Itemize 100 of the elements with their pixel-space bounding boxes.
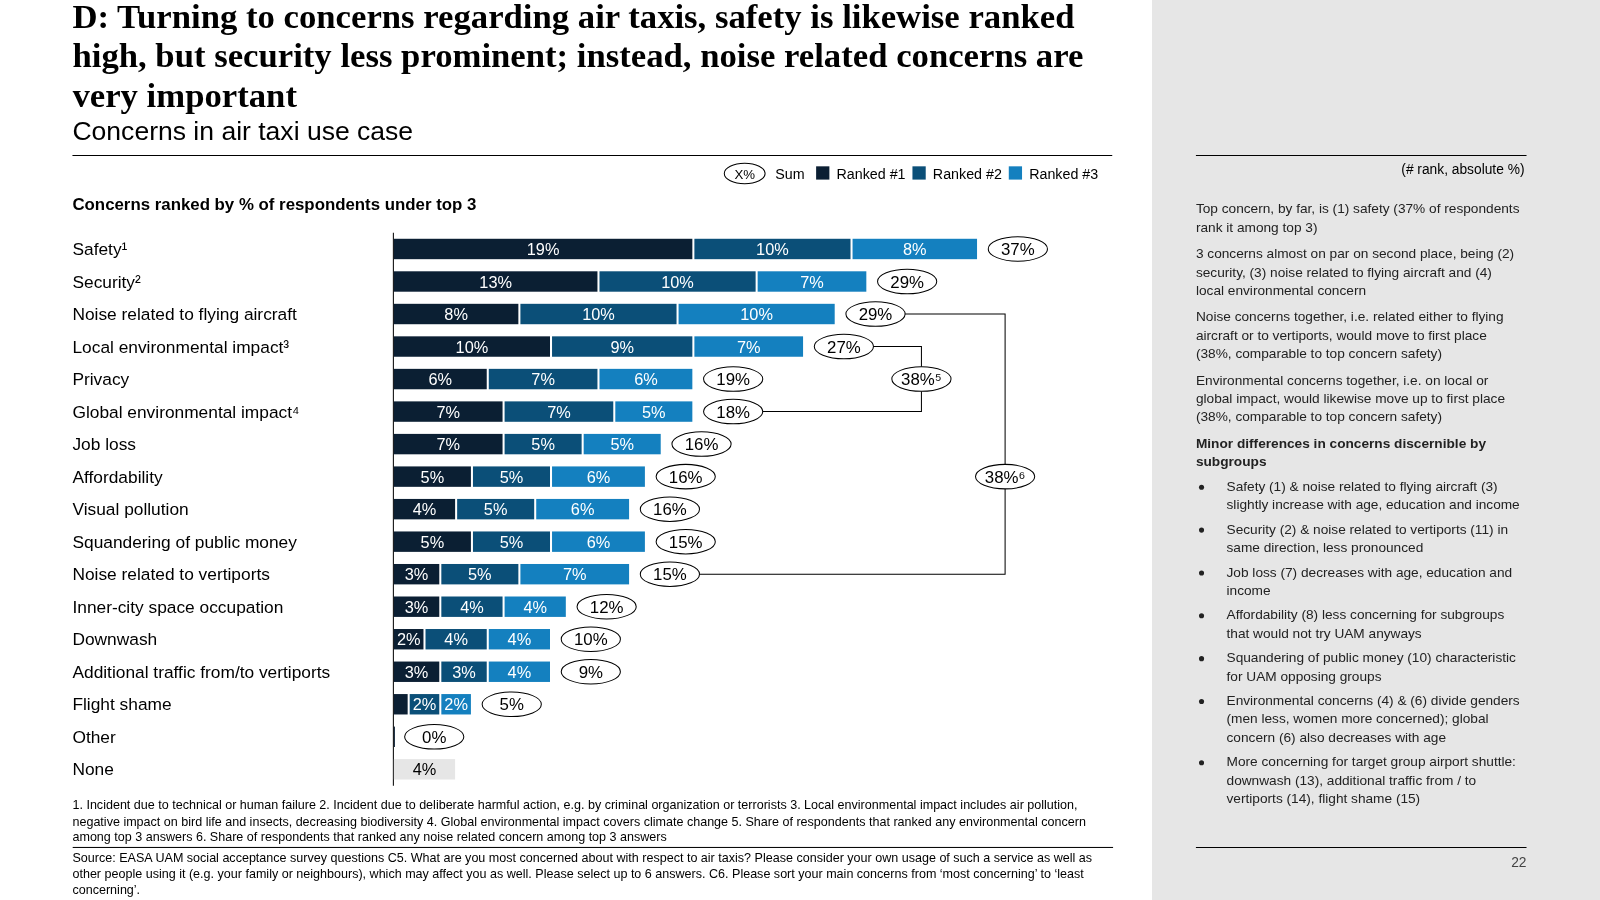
data-label: 2% [444,695,468,714]
data-label: 6% [570,500,595,519]
text: Safety (1) & noise related to flying aircraft (3) slightly increase with age, education and income [1226,477,1521,515]
data-label: 3% [404,597,429,616]
data-label: 2% [412,695,437,714]
data-label: 7% [562,565,587,584]
y-tick-label: Visual pollution [72,499,189,520]
bar [393,433,503,455]
bar [472,531,550,552]
data-label: 10% [756,240,789,259]
total-label: 18% [716,402,751,422]
text: More concerning for target group airport shuttle: downwash (13), additional traffic from / to vertiports (14), flight shame (15) [1226,753,1517,809]
data-label: 6% [428,370,453,389]
data-label: 5% [499,532,524,551]
chart-subtitle: Concerns in air taxi use case [72,115,415,146]
text: Environmental concerns (4) & (6) divide genders (men less, women more concerned); global concern (6) also decreases with age [1226,691,1521,747]
data-label: 3% [404,565,429,584]
text: (# rank, absolute %) [1401,162,1525,178]
bar [393,303,519,325]
data-label: 7% [436,402,460,421]
total-label: 15% [653,565,687,585]
legend-label: Ranked #3 [1029,165,1099,182]
bar [520,303,677,325]
total-label: 10% [573,630,608,650]
total-label: 29% [890,272,925,292]
data-label: 2% [396,630,421,649]
bar [852,238,978,260]
total-label: 37% [1001,240,1035,260]
data-label: 5% [468,565,492,584]
y-tick-label: Privacy [72,369,130,390]
total-label: 27% [827,337,861,357]
total-label: 15% [668,532,703,552]
data-label: 10% [455,337,489,356]
annotation: 38%⁵ [901,370,942,390]
text: X% [734,166,756,182]
data-label: 4% [412,760,437,779]
total-label: 16% [668,467,703,487]
text: Noise concerns together, i.e. related either to flying aircraft or to vertiports, would move to first place (38%, comparable to top concern safety) [1195,308,1505,364]
bar [504,401,614,422]
text: Environmental concerns together, i.e. on local or global impact, would likewise move up to first place (38%, comparable to top concern safety) [1195,371,1506,427]
data-label: 7% [531,370,555,389]
total-label: 9% [578,662,604,682]
bar [393,466,471,487]
bar [393,694,408,715]
y-tick-label: Additional traffic from/to vertiports [72,661,331,682]
bar [520,563,630,585]
data-label: 5% [531,435,555,454]
legend-label: Ranked #2 [932,165,1002,182]
data-label: 7% [736,337,761,356]
data-label: 10% [740,305,773,324]
legend-label: Ranked #1 [836,165,906,182]
chart-title: D: Turning to concerns regarding air taxis, safety is likewise ranked high, but security less prominent; instead, noise related concerns are very important [72,0,1085,116]
text: Job loss (7) decreases with age, education and income [1226,563,1514,600]
data-label: 6% [634,370,658,389]
text: 38%⁶ [984,467,1026,487]
text: Security (2) & noise related to vertiports (11) in same direction, less pronounced [1226,520,1510,558]
total-label: 12% [589,597,624,617]
y-tick-label: Affordability [72,466,163,487]
total-label: 19% [716,370,751,390]
y-tick-label: Flight shame [72,694,172,715]
bar [393,336,550,357]
data-label: 6% [586,532,611,551]
data-label: 7% [547,402,571,421]
y-tick-label: Noise related to flying aircraft [72,304,298,325]
y-tick-label: None [72,759,114,780]
bar [472,466,550,487]
y-tick-label: Job loss [72,434,137,455]
bar [488,368,598,390]
text: 1. Incident due to technical or human failure 2. Incident due to deliberate harmful action, e.g. by criminal organization or terrorists 3. Local environmental impact includes air pollution, negative impact on bird life and insects, decreasing biodiversity 4. Global environmental impact covers climate change 5. Share of respondents that ranked any environmental concern among top 3 answers 6. Share of respondents that ranked any noise related concern among top 3 answers [72,797,1114,848]
text: 22 [1511,855,1527,871]
text: Minor differences in concerns discernible by subgroups [1195,434,1487,472]
bar [694,238,851,260]
data-label: 4% [507,662,532,681]
data-label: 5% [420,467,445,486]
y-tick-label: Inner-city space occupation [72,596,284,617]
source-note: Source: EASA UAM social acceptance survey questions C5. What are you most concerned about with respect to air taxis? Please consider your own usage of such a service as well as other people using it (e.g. your family or neighbours), which may affect you as well. Please select up to 6 answers. C6. Please sort your main concerns from ‘most concerning’ to ‘least concerning’. [72,849,1094,899]
data-label: 19% [526,240,560,259]
text: Affordability (8) less concerning for subgroups that would not try UAM anyways [1226,606,1506,643]
data-label: 5% [499,467,524,486]
data-label: 4% [507,630,532,649]
bar [599,271,756,292]
bar [552,336,693,357]
bar [694,336,804,357]
y-tick-label: Local environmental impact³ [72,336,290,357]
bar [757,271,867,292]
data-label: 8% [444,305,468,324]
bar [393,759,456,780]
total-label: 5% [499,695,524,715]
bar [393,531,471,552]
data-label: 5% [642,402,666,421]
y-tick-label: Other [72,726,117,747]
total-label: 16% [653,500,687,520]
total-label: 16% [684,435,719,455]
y-tick-label: Global environmental impact⁴ [72,401,300,422]
total-label: 0% [422,727,447,747]
data-label: 9% [610,337,634,356]
bar [552,466,645,487]
bar [615,401,693,422]
bar [552,531,645,552]
data-label: 4% [523,597,547,616]
